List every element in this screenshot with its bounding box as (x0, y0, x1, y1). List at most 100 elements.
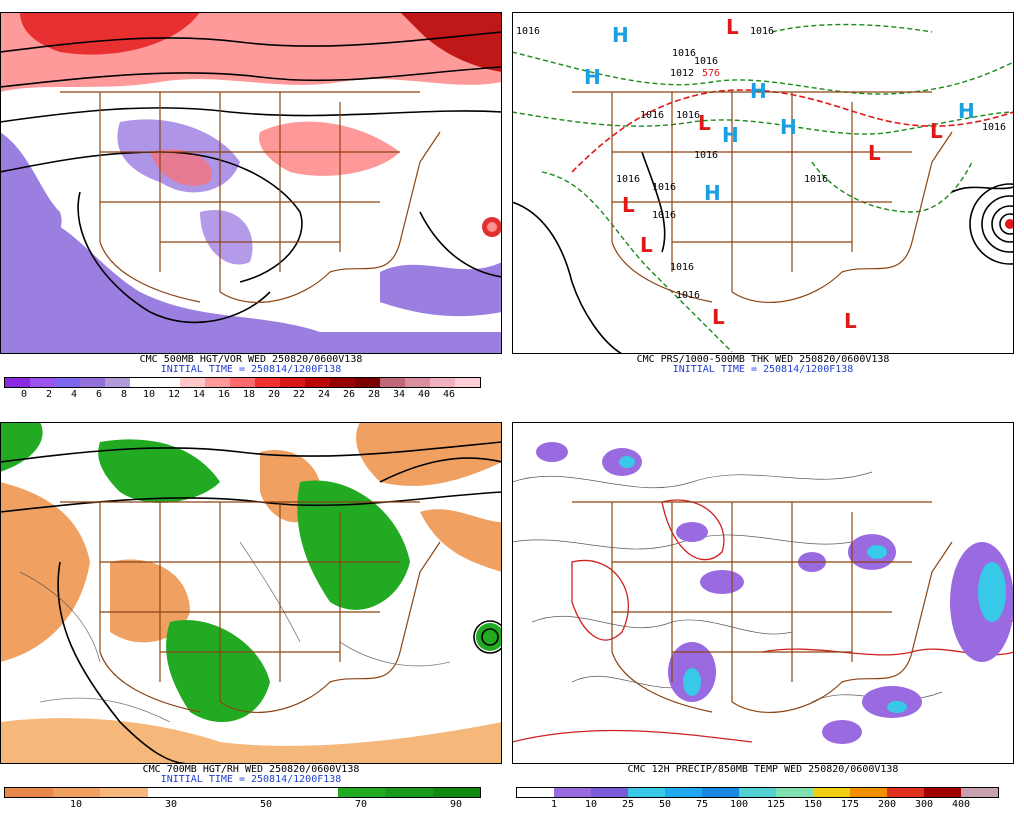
isobar-label: 1016 (640, 110, 664, 121)
colorbar-swatch (105, 378, 130, 387)
colorbar-swatch (813, 788, 850, 797)
colorbar-swatch (702, 788, 739, 797)
colorbar (4, 787, 481, 798)
colorbar-swatch (242, 788, 290, 797)
colorbar-tick-label: 12 (167, 389, 181, 400)
high-pressure-marker: H (958, 99, 975, 123)
colorbar-swatch (380, 378, 405, 387)
colorbar-tick-label: 16 (217, 389, 231, 400)
panel-title: CMC 12H PRECIP/850MB TEMP WED 250820/060… (627, 764, 899, 775)
isobar-label: 576 (702, 68, 720, 79)
colorbar-swatch (517, 788, 554, 797)
colorbar-tick-label: 20 (267, 389, 281, 400)
colorbar-swatch (5, 788, 53, 797)
low-pressure-marker: L (698, 111, 711, 135)
colorbar-swatch (255, 378, 280, 387)
colorbar-tick-label: 14 (192, 389, 206, 400)
low-pressure-marker: L (930, 119, 943, 143)
isobar-label: 1016 (672, 48, 696, 59)
initial-time: INITIAL TIME = 250814/1200F138 (672, 364, 854, 375)
colorbar-swatch (591, 788, 628, 797)
panel-500mb-vorticity: CMC 500MB HGT/VOR WED 250820/0600V138 IN… (0, 0, 512, 409)
colorbar-tick-label: 24 (317, 389, 331, 400)
humidity-map (0, 422, 502, 764)
colorbar-swatch (230, 378, 255, 387)
isobar-label: 1016 (982, 122, 1006, 133)
isobar-label: 1016 (676, 290, 700, 301)
colorbar-swatch (280, 378, 305, 387)
colorbar-swatch (52, 788, 100, 797)
colorbar-tick-label: 75 (695, 799, 709, 810)
colorbar-swatch (850, 788, 887, 797)
colorbar-tick-label: 0 (20, 389, 28, 400)
colorbar-swatch (776, 788, 813, 797)
colorbar-tick-label: 400 (951, 799, 971, 810)
colorbar-swatch (80, 378, 105, 387)
colorbar-swatch (554, 788, 591, 797)
panel-pressure-thickness: H H H H H H H L L L L L L L L 1016 1016 1012 1016 1016 1016 1… (512, 0, 1024, 409)
low-pressure-marker: L (640, 233, 653, 257)
colorbar-swatch (30, 378, 55, 387)
precip-map (512, 422, 1014, 764)
colorbar-swatch (100, 788, 148, 797)
isobar-label: 1016 (652, 210, 676, 221)
isobar-label: 1016 (694, 56, 718, 67)
isobar-label: 1016 (676, 110, 700, 121)
colorbar-tick-label: 46 (442, 389, 456, 400)
high-pressure-marker: H (612, 23, 629, 47)
colorbar-swatch (455, 378, 480, 387)
panel-precip-temp: CMC 12H PRECIP/850MB TEMP WED 250820/060… (512, 410, 1024, 819)
colorbar-tick-label: 25 (621, 799, 635, 810)
colorbar-swatch (665, 788, 702, 797)
high-pressure-marker: H (584, 65, 601, 89)
vorticity-map (0, 12, 502, 354)
isobar-label: 1016 (694, 150, 718, 161)
panel-title: CMC 700MB HGT/RH WED 250820/0600V138 (142, 764, 360, 775)
colorbar-swatch (205, 378, 230, 387)
colorbar-tick-label: 300 (914, 799, 934, 810)
colorbar-swatch (887, 788, 924, 797)
colorbar-swatch (290, 788, 338, 797)
low-pressure-marker: L (726, 15, 739, 39)
colorbar (4, 377, 481, 388)
colorbar-swatch (337, 788, 385, 797)
colorbar-tick-label: 125 (766, 799, 786, 810)
colorbar-swatch (355, 378, 380, 387)
isobar-label: 1012 (670, 68, 694, 79)
colorbar-swatch (432, 788, 480, 797)
isobar-label: 1016 (616, 174, 640, 185)
colorbar-tick-label: 30 (164, 799, 178, 810)
low-pressure-marker: L (712, 305, 725, 329)
colorbar-tick-label: 90 (449, 799, 463, 810)
isobar-label: 1016 (804, 174, 828, 185)
colorbar-tick-label: 1 (550, 799, 558, 810)
isobar-label: 1016 (750, 26, 774, 37)
high-pressure-marker: H (750, 79, 767, 103)
colorbar-swatch (330, 378, 355, 387)
low-pressure-marker: L (868, 141, 881, 165)
colorbar-tick-label: 100 (729, 799, 749, 810)
colorbar-tick-label: 2 (45, 389, 53, 400)
colorbar-tick-label: 18 (242, 389, 256, 400)
colorbar-swatch (385, 788, 433, 797)
colorbar-swatch (155, 378, 180, 387)
colorbar-tick-label: 34 (392, 389, 406, 400)
colorbar-tick-label: 70 (354, 799, 368, 810)
colorbar-swatch (405, 378, 430, 387)
colorbar-tick-label: 200 (877, 799, 897, 810)
high-pressure-marker: H (704, 181, 721, 205)
colorbar-tick-label: 26 (342, 389, 356, 400)
colorbar-tick-label: 6 (95, 389, 103, 400)
high-pressure-marker: H (780, 115, 797, 139)
colorbar-swatch (147, 788, 195, 797)
colorbar-tick-label: 50 (658, 799, 672, 810)
colorbar-tick-label: 150 (803, 799, 823, 810)
colorbar-tick-label: 50 (259, 799, 273, 810)
colorbar-swatch (55, 378, 80, 387)
initial-time: INITIAL TIME = 250814/1200F138 (160, 364, 342, 375)
colorbar-tick-label: 175 (840, 799, 860, 810)
panel-title: CMC PRS/1000-500MB THK WED 250820/0600V1… (636, 354, 890, 365)
low-pressure-marker: L (622, 193, 635, 217)
initial-time: INITIAL TIME = 250814/1200F138 (160, 774, 342, 785)
colorbar-swatch (180, 378, 205, 387)
